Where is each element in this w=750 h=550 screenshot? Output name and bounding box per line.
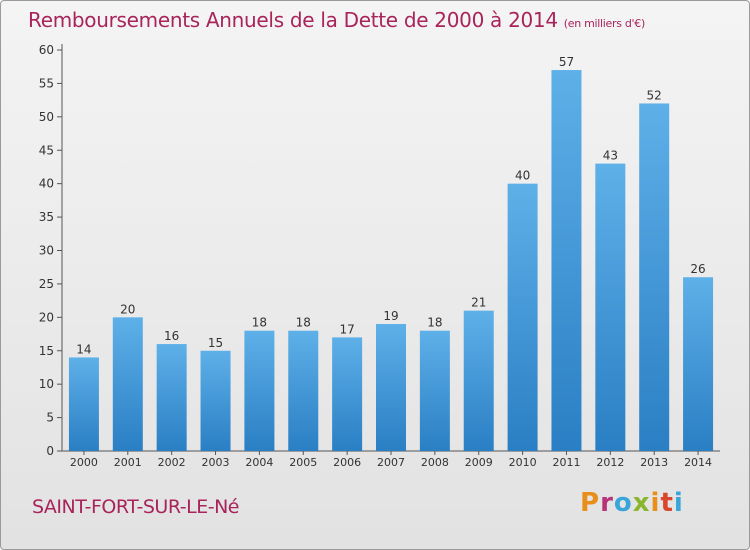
y-tick-label: 10 xyxy=(39,377,54,391)
bar-2007 xyxy=(376,324,406,451)
bar-2003 xyxy=(200,350,231,451)
x-tick-label: 2005 xyxy=(289,456,317,469)
y-tick-label: 30 xyxy=(39,244,54,258)
data-label: 18 xyxy=(252,316,267,330)
bar-2012 xyxy=(595,163,626,451)
chart-title-text: Remboursements Annuels de la Dette de 20… xyxy=(28,8,558,32)
data-label: 26 xyxy=(690,262,705,276)
y-tick-label: 60 xyxy=(39,43,54,57)
x-tick-label: 2007 xyxy=(377,456,405,469)
bar-2006 xyxy=(332,337,363,451)
x-tick-label: 2009 xyxy=(465,456,493,469)
bar-2013 xyxy=(639,103,670,451)
bar-2008 xyxy=(419,330,450,451)
data-label: 15 xyxy=(208,336,223,350)
x-tick-label: 2013 xyxy=(640,456,668,469)
x-tick-label: 2008 xyxy=(421,456,449,469)
commune-name: SAINT-FORT-SUR-LE-Né xyxy=(32,496,239,518)
logo-letter: t xyxy=(660,488,674,518)
y-tick-label: 40 xyxy=(39,177,54,191)
data-label: 20 xyxy=(120,302,135,316)
data-label: 21 xyxy=(471,296,486,310)
data-label: 18 xyxy=(296,316,311,330)
data-label: 14 xyxy=(76,342,91,356)
bar-2014 xyxy=(683,277,714,451)
x-tick-label: 2000 xyxy=(70,456,98,469)
x-tick-label: 2006 xyxy=(333,456,361,469)
logo-letter: r xyxy=(600,488,614,518)
y-tick-label: 15 xyxy=(39,344,54,358)
y-tick-label: 0 xyxy=(46,444,54,458)
x-tick-label: 2004 xyxy=(245,456,273,469)
data-label: 18 xyxy=(427,316,442,330)
bar-2002 xyxy=(156,344,187,451)
proxiti-logo[interactable]: Proxiti xyxy=(580,488,684,518)
x-tick-label: 2011 xyxy=(552,456,580,469)
x-tick-label: 2010 xyxy=(509,456,537,469)
x-tick-label: 2001 xyxy=(114,456,142,469)
data-label: 43 xyxy=(603,149,618,163)
data-label: 16 xyxy=(164,329,179,343)
bar-2011 xyxy=(551,70,582,452)
data-label: 57 xyxy=(559,55,574,69)
data-label: 19 xyxy=(383,309,398,323)
y-tick-label: 50 xyxy=(39,110,54,124)
y-tick-label: 5 xyxy=(46,411,54,425)
y-tick-label: 20 xyxy=(39,310,54,324)
bar-2000 xyxy=(68,357,99,451)
y-tick-label: 35 xyxy=(39,210,54,224)
logo-letter: i xyxy=(673,488,684,518)
y-tick-label: 45 xyxy=(39,143,54,157)
bar-2009 xyxy=(463,310,494,451)
y-tick-label: 55 xyxy=(39,76,54,90)
x-tick-label: 2003 xyxy=(202,456,230,469)
data-label: 40 xyxy=(515,169,530,183)
bar-2001 xyxy=(112,317,143,451)
logo-letter: o xyxy=(613,488,633,518)
data-label: 52 xyxy=(647,88,662,102)
y-tick-label: 25 xyxy=(39,277,54,291)
x-tick-label: 2014 xyxy=(684,456,712,469)
x-tick-label: 2002 xyxy=(158,456,186,469)
x-tick-label: 2012 xyxy=(596,456,624,469)
data-label: 17 xyxy=(339,322,354,336)
logo-letter: x xyxy=(632,488,651,518)
bar-2010 xyxy=(507,183,538,451)
logo-letter: i xyxy=(650,488,661,518)
logo-letter: P xyxy=(580,488,601,518)
chart-unit-note: (en milliers d'€) xyxy=(563,17,645,30)
bar-2005 xyxy=(288,330,319,451)
bar-2004 xyxy=(244,330,275,451)
chart-title: Remboursements Annuels de la Dette de 20… xyxy=(28,8,645,32)
